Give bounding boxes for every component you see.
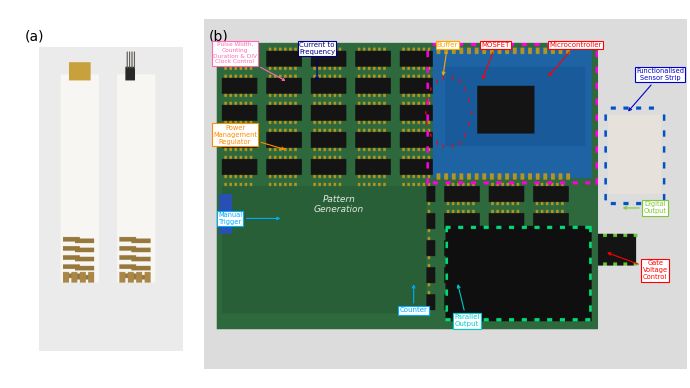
Text: Counter: Counter <box>400 285 428 314</box>
Text: Buffer: Buffer <box>437 42 458 75</box>
Text: (a): (a) <box>24 30 43 44</box>
Text: Gate
Voltage
Control: Gate Voltage Control <box>608 253 668 281</box>
Text: (b): (b) <box>208 30 228 44</box>
Text: Current to
Frequency: Current to Frequency <box>299 42 335 80</box>
Text: Functionalised
Sensor Strip: Functionalised Sensor Strip <box>629 68 684 111</box>
Text: Microcontroller: Microcontroller <box>549 42 602 76</box>
Text: Pattern
Generation: Pattern Generation <box>314 195 364 214</box>
Text: Manual
Trigger: Manual Trigger <box>218 212 279 225</box>
Text: Power
Management
Regulator: Power Management Regulator <box>213 125 284 150</box>
Text: Digital
Output: Digital Output <box>624 201 667 215</box>
Text: MOSFET: MOSFET <box>482 42 510 78</box>
Text: Parallel
Output: Parallel Output <box>454 285 480 327</box>
Text: Pulse Width,
Counting
Duration & DIV
Clock Control: Pulse Width, Counting Duration & DIV Clo… <box>213 42 284 80</box>
